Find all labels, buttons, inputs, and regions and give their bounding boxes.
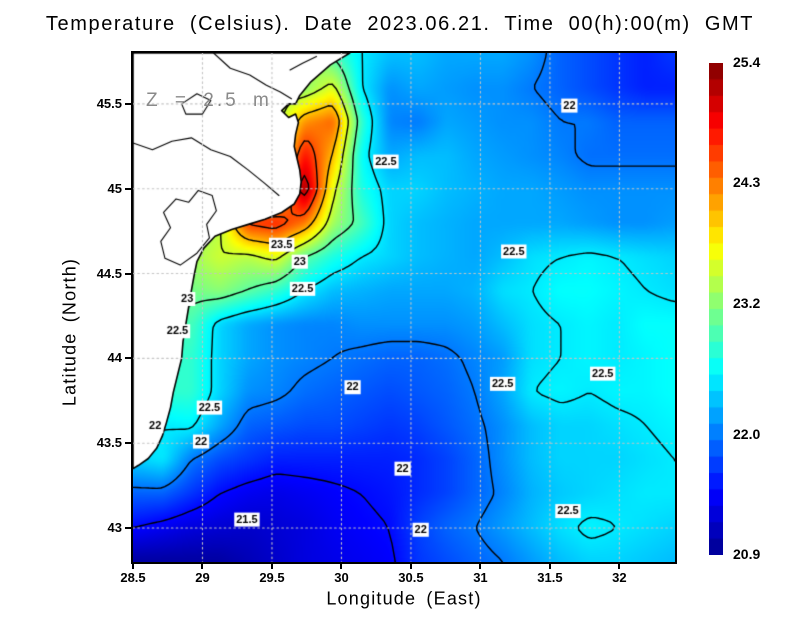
x-tick-mark	[548, 564, 551, 569]
colorbar-tick-label: 25.4	[733, 54, 761, 70]
y-tick-mark	[125, 187, 131, 190]
y-tick-mark	[125, 102, 131, 105]
chart-title: Temperature (Celsius). Date 2023.06.21. …	[45, 13, 755, 35]
x-tick-mark	[340, 564, 343, 569]
x-tick-label: 31.5	[537, 570, 563, 585]
x-tick-label: 32	[612, 570, 627, 585]
x-tick-label: 31	[473, 570, 488, 585]
y-tick-label: 44	[107, 350, 122, 366]
y-tick-label: 43	[107, 520, 122, 536]
colorbar-canvas	[709, 63, 723, 555]
x-tick-mark	[201, 564, 204, 569]
y-tick-label: 44.5	[96, 265, 122, 281]
y-tick-mark	[125, 442, 131, 445]
x-tick-mark	[618, 564, 621, 569]
y-tick-label: 45	[107, 180, 122, 196]
plot-frame	[131, 51, 677, 564]
colorbar-tick-label: 23.2	[733, 294, 761, 311]
y-tick-mark	[125, 357, 131, 360]
x-tick-mark	[132, 564, 134, 569]
colorbar-tick-label: 22.0	[733, 425, 761, 442]
x-tick-mark	[479, 564, 482, 569]
colorbar-tick-label: 20.9	[733, 546, 761, 562]
x-tick-label: 30.5	[398, 570, 424, 585]
depth-label: Z = 2.5 m	[146, 90, 272, 111]
x-tick-label: 29	[195, 570, 210, 585]
y-tick-label: 45.5	[96, 95, 122, 111]
y-tick-label: 43.5	[96, 435, 122, 451]
temperature-map-canvas	[133, 53, 675, 562]
colorbar-tick-label: 24.3	[733, 174, 761, 191]
y-tick-mark	[125, 272, 131, 275]
y-tick-mark	[125, 527, 131, 530]
x-tick-label: 30	[334, 570, 349, 585]
x-tick-mark	[270, 564, 273, 569]
x-tick-label: 29.5	[259, 570, 285, 585]
x-tick-label: 28.5	[120, 570, 146, 585]
x-axis-title: Longitude (East)	[326, 588, 482, 609]
x-tick-mark	[409, 564, 412, 569]
